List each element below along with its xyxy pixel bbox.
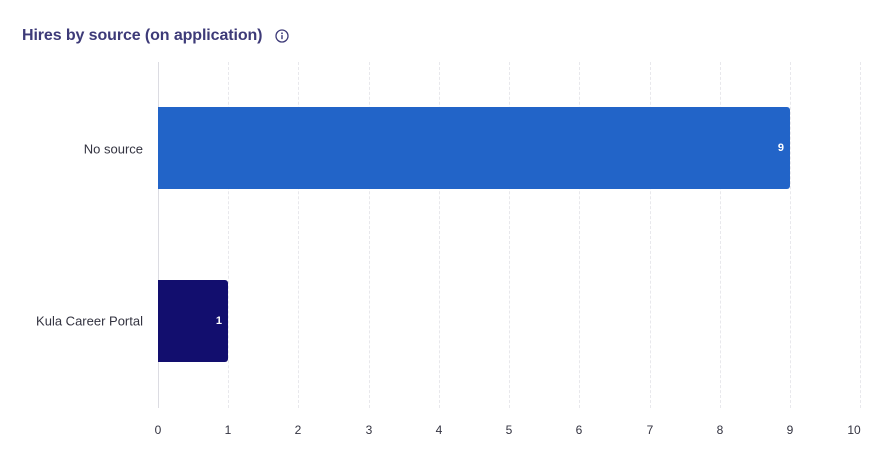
chart-title: Hires by source (on application) [22,27,263,44]
gridline-9 [790,62,791,408]
x-tick-label: 9 [786,423,794,437]
plot-area: 9 1 [158,62,861,408]
x-tick-label: 1 [224,423,232,437]
gridline-6 [579,62,580,408]
gridline-10 [860,62,861,408]
gridline-4 [439,62,440,408]
x-tick-label: 6 [575,423,583,437]
gridline-0 [158,62,159,408]
gridline-1 [228,62,229,408]
bar-kula-career-portal[interactable]: 1 [158,280,228,362]
chart-header: Hires by source (on application) [22,25,290,47]
gridline-5 [509,62,510,408]
info-circle-icon[interactable] [275,29,290,43]
bar-no-source[interactable]: 9 [158,107,790,189]
gridline-7 [650,62,651,408]
x-tick-label: 0 [154,423,162,437]
category-label: Kula Career Portal [36,313,143,329]
gridline-8 [720,62,721,408]
x-tick-label: 7 [646,423,654,437]
gridline-2 [298,62,299,408]
x-tick-label: 2 [294,423,302,437]
x-tick-label: 10 [847,423,861,437]
bar-value-label: 9 [777,142,784,154]
category-label: No source [83,141,143,157]
x-tick-label: 4 [435,423,443,437]
gridline-3 [369,62,370,408]
x-tick-label: 5 [505,423,513,437]
x-tick-label: 8 [716,423,724,437]
bar-value-label: 1 [215,315,222,327]
x-tick-label: 3 [365,423,373,437]
